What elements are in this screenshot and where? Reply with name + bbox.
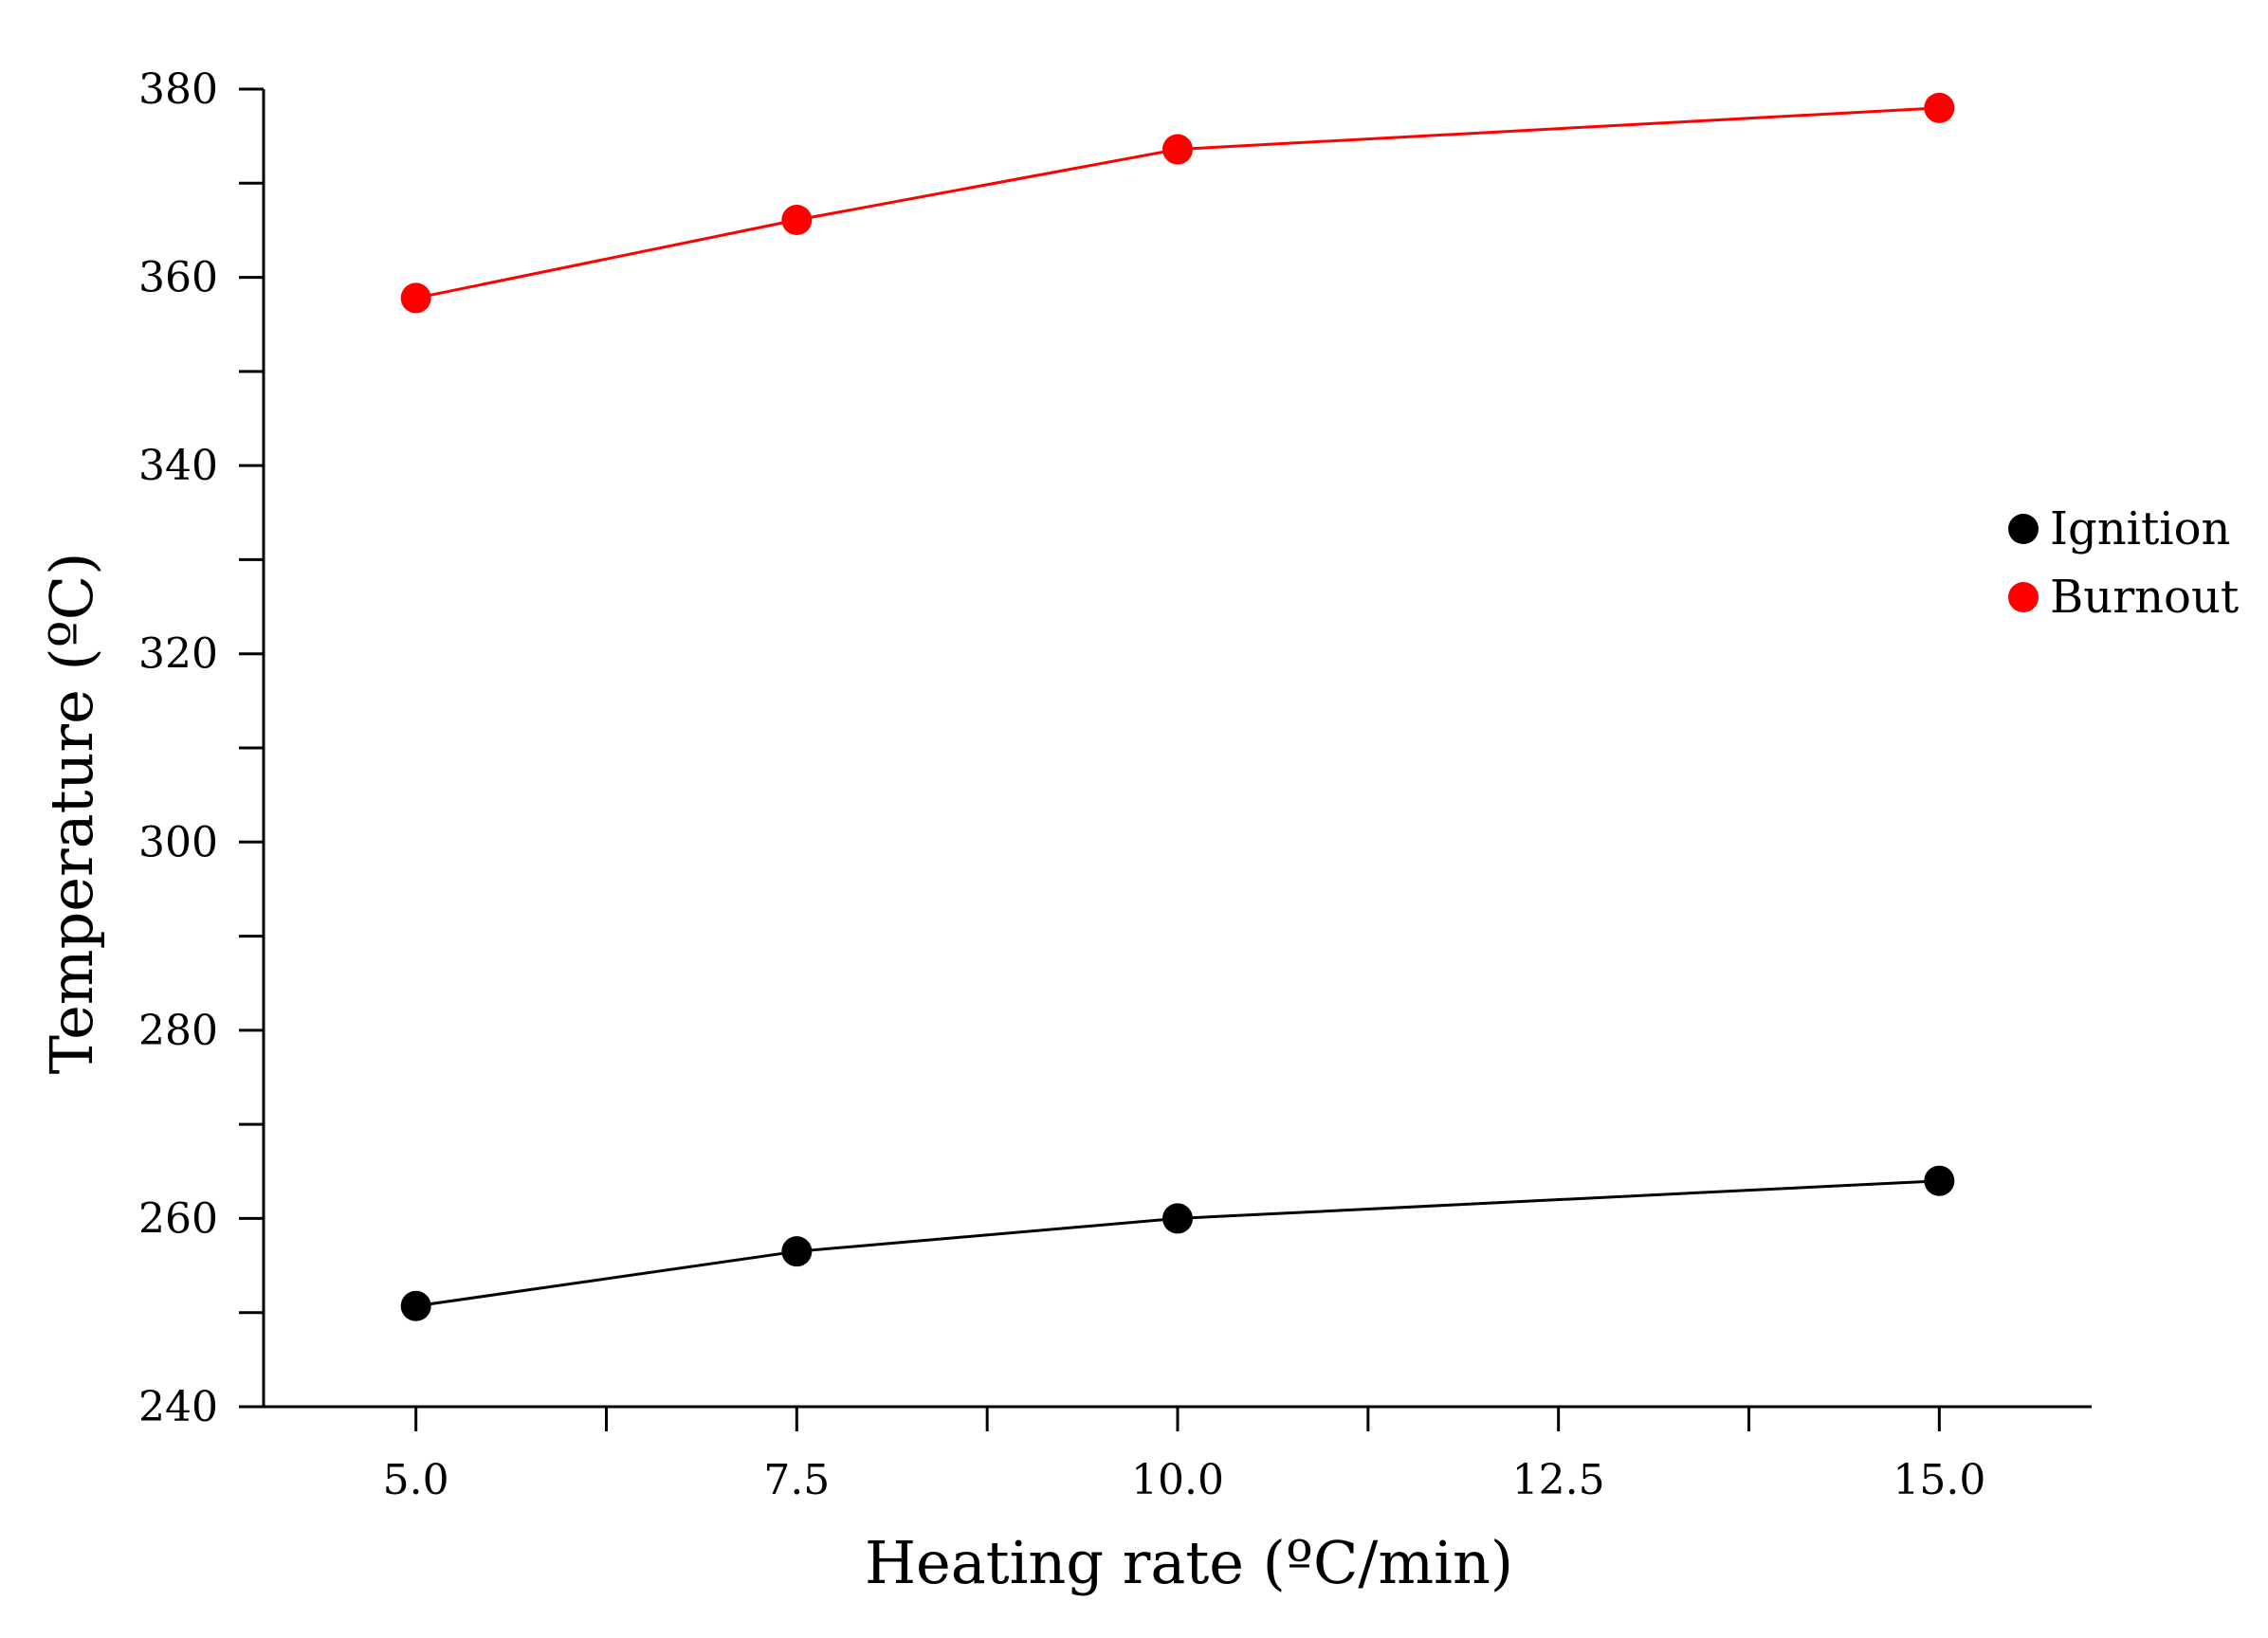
- series-line-burnout: [415, 106, 1940, 300]
- data-point-burnout: [400, 282, 431, 314]
- data-point-ignition: [1924, 1165, 1955, 1196]
- series-ignition: [400, 1165, 1955, 1321]
- axes: 240 260 280 300 320 340 360 380 5.0 7.5 10.0 12.5 15…: [138, 65, 2092, 1504]
- series-burnout: [400, 92, 1955, 314]
- y-axis-title: Temperature (ºC): [37, 553, 106, 1075]
- x-tick-label: 7.5: [763, 1456, 830, 1504]
- y-tick-label: 360: [138, 254, 218, 302]
- x-axis-title: Heating rate (ºC/min): [865, 1528, 1513, 1597]
- y-tick-label: 380: [138, 65, 218, 114]
- x-tick-label: 5.0: [383, 1456, 449, 1504]
- legend-marker-ignition: [2008, 514, 2039, 544]
- y-tick-label: 260: [138, 1194, 218, 1243]
- y-tick-label: 320: [138, 630, 218, 679]
- data-point-burnout: [1162, 134, 1193, 165]
- series-line-ignition: [415, 1179, 1940, 1308]
- data-point-ignition: [1162, 1203, 1193, 1234]
- data-point-ignition: [400, 1290, 431, 1321]
- legend: Ignition Burnout: [2008, 502, 2239, 624]
- data-point-burnout: [1924, 92, 1955, 123]
- y-tick-label: 300: [138, 818, 218, 866]
- x-tick-label: 12.5: [1512, 1456, 1605, 1504]
- y-tick-label: 280: [138, 1007, 218, 1055]
- legend-marker-burnout: [2008, 582, 2039, 612]
- x-tick-label: 10.0: [1131, 1456, 1224, 1504]
- y-tick-label: 340: [138, 442, 218, 490]
- series-layer: [400, 92, 1955, 1321]
- y-tick-label: 240: [138, 1383, 218, 1431]
- legend-label-burnout: Burnout: [2050, 571, 2239, 624]
- legend-label-ignition: Ignition: [2050, 502, 2230, 555]
- data-point-burnout: [781, 205, 813, 236]
- x-tick-label: 15.0: [1893, 1456, 1985, 1504]
- data-point-ignition: [781, 1236, 813, 1267]
